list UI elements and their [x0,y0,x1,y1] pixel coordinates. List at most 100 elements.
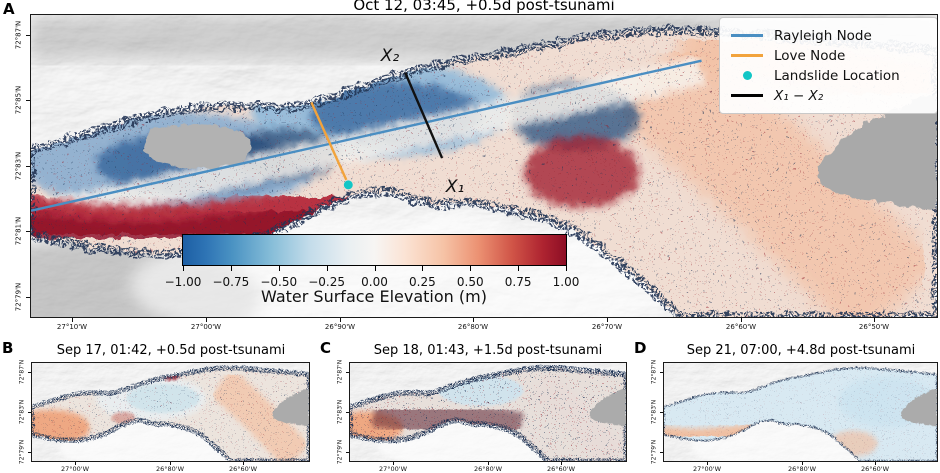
x-tick [741,318,742,322]
y-tick [26,166,30,167]
x-tick-label: 26°80'W [473,465,503,473]
y-tick-label: 72°79'N [650,439,658,465]
x-tick-label: 27°00'W [60,465,90,473]
y-tick [346,372,349,373]
panel-a-letter: A [3,0,15,18]
x-tick-label: 26°70'W [591,323,623,331]
x1-annotation: X₁ [445,177,465,197]
x-tick [75,462,76,465]
x-tick [561,462,562,465]
x-tick [707,462,708,465]
colorbar-tick [230,266,232,271]
panel-b-map [31,362,310,462]
x-tick [802,462,803,465]
legend-label: Landslide Location [774,67,900,84]
x-tick [72,318,73,322]
colorbar: −1.00 −0.75 −0.50 −0.25 0.00 0.25 0.50 0… [165,234,579,289]
colorbar-tick-label: 0.50 [456,275,484,289]
panel-a-map: X₂ X₁ Rayleigh Node Love Node Landslide … [30,14,938,318]
colorbar-tick [470,266,472,271]
x-tick [607,318,608,322]
y-tick [660,372,663,373]
landslide-location-dot [343,180,353,190]
x-tick-label: 26°80'W [155,465,185,473]
y-tick-label: 72°87'N [336,359,344,385]
x-tick-label: 27°00'W [378,465,408,473]
love-line-swatch [731,54,763,57]
x-tick [170,462,171,465]
panel-c-title: Sep 18, 01:43, +1.5d post-tsunami [373,343,603,358]
y-tick-label: 72°87'N [14,20,23,50]
rayleigh-line-swatch [731,34,763,37]
y-tick [346,412,349,413]
colorbar-tick [518,266,520,271]
x-tick [473,318,474,322]
y-tick-label: 72°85'N [14,85,23,115]
x-tick-label: 27°10'W [56,323,88,331]
y-tick-label: 72°87'N [650,359,658,385]
colorbar-tick-label: −0.25 [308,275,346,289]
y-tick [346,452,349,453]
colorbar-tick [374,266,376,271]
cross-section-line-swatch [731,94,763,97]
y-tick-label: 72°83'N [18,399,26,425]
colorbar-title: Water Surface Elevation (m) [261,287,487,306]
colorbar-tick [183,266,184,271]
x-tick-label: 27°00'W [190,323,222,331]
legend-item-love: Love Node [720,46,937,65]
y-tick-label: 72°79'N [14,282,23,312]
panel-b-title: Sep 17, 01:42, +0.5d post-tsunami [56,343,286,358]
colorbar-tick [326,266,328,271]
y-tick [26,231,30,232]
panel-c-map [349,362,627,462]
x-tick-label: 26°80'W [457,323,489,331]
x-tick-label: 26°60'W [228,465,258,473]
y-tick [26,100,30,101]
cross-section-line [404,72,444,159]
x-tick-label: 26°60'W [860,465,890,473]
x-tick-label: 26°50'W [858,323,890,331]
x-tick [874,318,875,322]
colorbar-tick [422,266,424,271]
y-tick-label: 72°83'N [650,399,658,425]
colorbar-tick-label: 0.25 [409,275,436,289]
panel-a-title: Oct 12, 03:45, +0.5d post-tsunami [353,0,615,14]
panel-d-map-canvas [664,363,937,461]
x-tick-label: 26°60'W [725,323,757,331]
x-tick [488,462,489,465]
panel-c-letter: C [320,339,332,357]
colorbar-tick-label: −0.75 [212,275,250,289]
colorbar-tick-label: −1.00 [164,275,202,289]
colorbar-tick [566,266,567,271]
x-tick [393,462,394,465]
x2-annotation: X₂ [380,46,400,66]
panel-d-title: Sep 21, 07:00, +4.8d post-tsunami [686,343,916,358]
legend-item-rayleigh: Rayleigh Node [720,26,937,45]
legend-item-landslide: Landslide Location [720,66,937,85]
x-tick [340,318,341,322]
x-tick [243,462,244,465]
colorbar-tick-label: 1.00 [552,275,580,289]
y-tick [660,452,663,453]
y-tick [28,452,31,453]
y-tick-label: 72°79'N [18,439,26,465]
rayleigh-node-line [31,59,702,212]
x-tick-label: 27°00'W [692,465,722,473]
y-tick-label: 72°83'N [14,151,23,181]
colorbar-tick [278,266,280,271]
colorbar-tick-label: 0.00 [361,275,388,289]
x-tick [206,318,207,322]
y-tick [28,372,31,373]
x-tick-label: 26°80'W [787,465,817,473]
panel-b-letter: B [2,339,14,357]
legend: Rayleigh Node Love Node Landslide Locati… [719,17,937,114]
y-tick [660,412,663,413]
colorbar-tick-label: −0.50 [260,275,298,289]
y-tick-label: 72°87'N [18,359,26,385]
x-tick-label: 26°60'W [546,465,576,473]
legend-label: Rayleigh Node [774,27,872,44]
x-tick [875,462,876,465]
panel-b-map-canvas [32,363,309,461]
fjord-water [350,368,626,461]
legend-label: X₁ − X₂ [774,87,824,104]
